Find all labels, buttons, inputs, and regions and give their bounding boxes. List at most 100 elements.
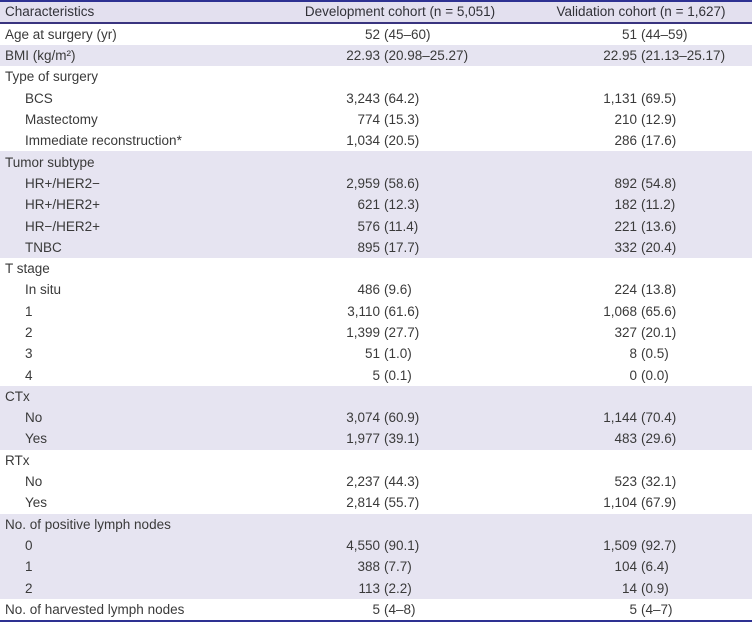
validation-cohort-cell: 104 (6.4): [530, 556, 752, 577]
development-percent: (90.1): [384, 537, 420, 553]
table-row: 2 1,399 (27.7) 327 (20.1): [0, 321, 752, 344]
development-percent: (20.5): [384, 133, 420, 149]
development-percent: (15.3): [384, 112, 420, 128]
row-label: T stage: [5, 261, 50, 277]
development-cohort-cell: 1,034 (20.5): [270, 130, 530, 151]
development-percent: (17.7): [384, 239, 420, 255]
development-percent: (12.3): [384, 197, 420, 213]
development-percent: (45–60): [384, 27, 431, 42]
development-cohort-cell: 774 (15.3): [270, 109, 530, 130]
validation-count: 182: [614, 197, 637, 213]
validation-count: 1,068: [603, 303, 637, 319]
development-cohort-cell: [270, 258, 530, 279]
table-row: No 3,074 (60.9) 1,144 (70.4): [0, 407, 752, 429]
development-count: 5: [372, 367, 380, 383]
validation-count: 5: [629, 601, 637, 617]
validation-percent: (69.5): [641, 90, 677, 106]
table-row: HR−/HER2+ 576 (11.4) 221 (13.6): [0, 215, 752, 237]
validation-cohort-cell: 1,144 (70.4): [530, 407, 752, 428]
validation-count: 224: [614, 282, 637, 298]
header-row: Characteristics Development cohort (n = …: [0, 1, 752, 23]
validation-cohort-cell: 1,131 (69.5): [530, 88, 752, 109]
validation-percent: (13.8): [641, 282, 677, 298]
validation-count: 1,509: [603, 537, 637, 553]
development-count: 1,399: [346, 325, 380, 340]
row-label: 3: [25, 346, 33, 362]
validation-percent: (17.6): [641, 133, 677, 149]
development-percent: (9.6): [384, 282, 412, 298]
validation-cohort-cell: 210 (12.9): [530, 109, 752, 130]
validation-percent: (70.4): [641, 410, 677, 426]
development-count: 388: [357, 559, 380, 575]
development-cohort-cell: 2,959 (58.6): [270, 173, 530, 194]
development-cohort-cell: 113 (2.2): [270, 577, 530, 598]
development-percent: (61.6): [384, 303, 420, 319]
validation-percent: (44–59): [641, 27, 688, 42]
row-label: 1: [25, 559, 33, 575]
validation-percent: (12.9): [641, 112, 677, 128]
row-label: No: [25, 410, 43, 426]
development-cohort-cell: 4,550 (90.1): [270, 535, 530, 556]
table-row: 1 3,110 (61.6) 1,068 (65.6): [0, 300, 752, 322]
validation-cohort-cell: 286 (17.6): [530, 130, 752, 151]
validation-percent: (0.5): [641, 346, 669, 362]
validation-count: 14: [621, 580, 637, 596]
validation-count: 523: [614, 474, 637, 490]
development-cohort-cell: 5 (4–8): [270, 599, 530, 621]
development-percent: (64.2): [384, 90, 420, 106]
validation-count: 327: [614, 325, 637, 340]
table-row: In situ 486 (9.6) 224 (13.8): [0, 279, 752, 301]
row-label: In situ: [25, 282, 62, 298]
development-percent: (4–8): [384, 601, 416, 617]
row-label: 1: [25, 303, 33, 319]
table-row: 0 4,550 (90.1) 1,509 (92.7): [0, 534, 752, 557]
table-row: Tumor subtype: [0, 151, 752, 173]
development-count: 621: [357, 197, 380, 213]
development-cohort-cell: 52 (45–60): [270, 23, 530, 45]
validation-percent: (0.0): [641, 367, 669, 383]
development-cohort-cell: 3,074 (60.9): [270, 407, 530, 428]
validation-percent: (20.1): [641, 325, 677, 340]
validation-cohort-cell: [530, 151, 752, 172]
validation-cohort-cell: 221 (13.6): [530, 215, 752, 236]
development-cohort-cell: 3,243 (64.2): [270, 88, 530, 109]
development-percent: (1.0): [384, 346, 412, 362]
validation-count: 51: [621, 27, 637, 42]
col-header-validation-cohort: Validation cohort (n = 1,627): [556, 4, 726, 19]
validation-count: 892: [614, 175, 637, 191]
development-cohort-cell: 5 (0.1): [270, 364, 530, 385]
validation-count: 1,144: [603, 410, 637, 426]
validation-cohort-cell: 182 (11.2): [530, 194, 752, 215]
validation-cohort-cell: [530, 66, 752, 87]
development-cohort-cell: 576 (11.4): [270, 215, 530, 236]
development-cohort-cell: 1,977 (39.1): [270, 428, 530, 449]
row-label: 2: [25, 580, 33, 596]
validation-percent: (92.7): [641, 537, 677, 553]
validation-percent: (0.9): [641, 580, 669, 596]
row-label: No. of positive lymph nodes: [5, 516, 171, 532]
table-row: 2 113 (2.2) 14 (0.9): [0, 577, 752, 599]
validation-count: 483: [614, 431, 637, 447]
development-percent: (27.7): [384, 325, 420, 340]
row-label: Mastectomy: [25, 112, 98, 128]
row-label: Yes: [25, 495, 48, 511]
validation-percent: (21.13–25.17): [641, 48, 726, 64]
validation-cohort-cell: 327 (20.1): [530, 322, 752, 343]
table-row: 4 5 (0.1) 0 (0.0): [0, 364, 752, 386]
validation-percent: (13.6): [641, 218, 677, 234]
development-count: 52: [364, 27, 380, 42]
development-count: 2,959: [346, 175, 380, 191]
development-count: 22.93: [346, 48, 380, 64]
row-label: 0: [25, 537, 33, 553]
row-label: CTx: [5, 388, 30, 404]
development-percent: (20.98–25.27): [384, 48, 469, 64]
validation-percent: (11.2): [641, 197, 676, 213]
row-label: 2: [25, 325, 33, 340]
validation-cohort-cell: 51 (44–59): [530, 23, 752, 45]
table-row: BCS 3,243 (64.2) 1,131 (69.5): [0, 87, 752, 109]
development-count: 895: [357, 239, 380, 255]
table-row: HR+/HER2− 2,959 (58.6) 892 (54.8): [0, 172, 752, 195]
table-row: 3 51 (1.0) 8 (0.5): [0, 343, 752, 365]
